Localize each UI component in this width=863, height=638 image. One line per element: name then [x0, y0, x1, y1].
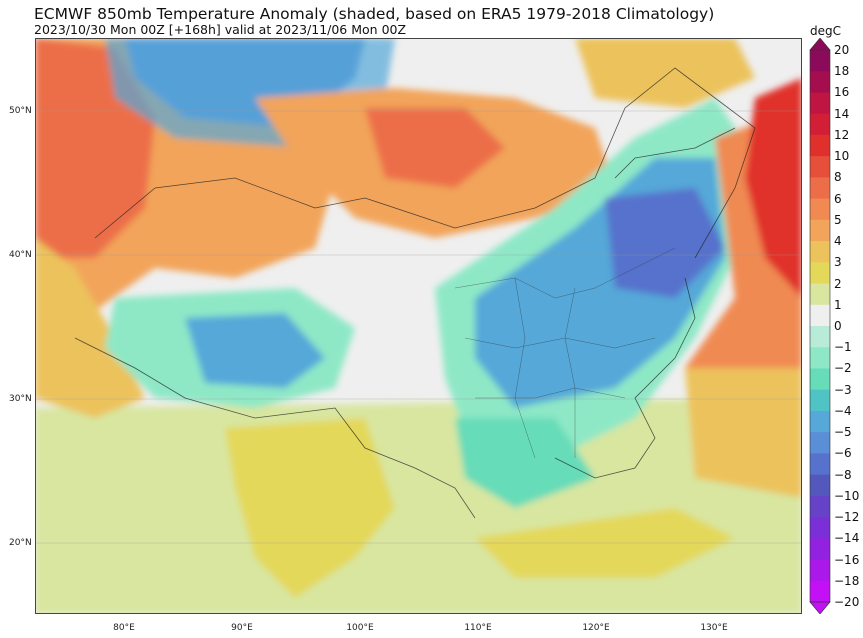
colorbar-swatch — [810, 50, 830, 72]
lat-label-20n: 20°N — [9, 538, 32, 548]
colorbar-swatch — [810, 326, 830, 348]
colorbar-tick-label: −18 — [834, 573, 860, 588]
colorbar-swatch — [810, 453, 830, 476]
province-borders — [454, 247, 676, 459]
lon-label-100e: 100°E — [346, 623, 374, 633]
field-india-yellow — [225, 418, 395, 598]
chart-subtitle: 2023/10/30 Mon 00Z [+168h] valid at 2023… — [34, 22, 407, 37]
colorbar-tick-label: 16 — [834, 85, 850, 100]
colorbar-frame — [809, 49, 831, 603]
colorbar-swatch — [810, 432, 830, 454]
colorbar-swatch — [810, 71, 830, 93]
lon-label-130e: 130°E — [700, 623, 728, 633]
colorbar-swatch — [810, 559, 830, 582]
country-borders — [74, 67, 756, 519]
field-japan-core — [745, 78, 802, 298]
colorbar-tick-label: −10 — [834, 488, 860, 503]
field-north-china-core — [605, 188, 725, 298]
colorbar-tick-label: −5 — [834, 425, 852, 440]
field-west-edge — [35, 238, 145, 418]
field-northeast-yellow — [575, 38, 755, 108]
colorbar-swatch — [810, 368, 830, 391]
colorbar-swatch — [810, 219, 830, 242]
colorbar-swatch — [810, 410, 830, 433]
colorbar-tick-label: 0 — [834, 319, 842, 333]
colorbar-arrow-bottom — [809, 601, 831, 614]
colorbar-swatch — [810, 304, 830, 327]
colorbar-tick-label: −4 — [834, 403, 852, 418]
colorbar-swatch — [810, 495, 830, 518]
lat-label-30n: 30°N — [9, 394, 32, 404]
lon-label-80e: 80°E — [113, 623, 135, 633]
colorbar-swatch — [810, 474, 830, 497]
colorbar-tick-label: −12 — [834, 510, 860, 525]
colorbar-tick-label: −14 — [834, 531, 860, 546]
lon-label-120e: 120°E — [582, 623, 610, 633]
colorbar — [809, 38, 831, 614]
graticule — [35, 110, 802, 544]
lon-label-90e: 90°E — [231, 623, 253, 633]
colorbar-tick-label: 5 — [834, 212, 842, 227]
colorbar-swatch — [810, 241, 830, 263]
colorbar-tick-label: 1 — [834, 297, 842, 312]
colorbar-swatch — [810, 113, 830, 136]
colorbar-tick-label: −6 — [834, 446, 852, 461]
colorbar-tick-label: 18 — [834, 64, 850, 79]
colorbar-tick-label: 3 — [834, 255, 842, 270]
colorbar-swatch — [810, 262, 830, 285]
colorbar-swatch — [810, 389, 830, 412]
colorbar-tick-label: 2 — [834, 276, 842, 291]
map-frame — [35, 38, 802, 614]
field-south-pale — [35, 398, 802, 614]
colorbar-swatch — [810, 517, 830, 539]
colorbar-tick-label: −8 — [834, 467, 852, 482]
colorbar-swatch — [810, 283, 830, 306]
colorbar-tick-label: 4 — [834, 234, 842, 249]
colorbar-swatch — [810, 156, 830, 178]
colorbar-tick-label: 6 — [834, 191, 842, 206]
colorbar-arrow-top — [809, 38, 831, 51]
colorbar-tick-label: 14 — [834, 106, 850, 121]
field-mongolia-core — [365, 108, 505, 188]
colorbar-tick-label: 12 — [834, 127, 850, 142]
colorbar-tick-label: −20 — [834, 595, 860, 609]
colorbar-swatch — [810, 92, 830, 115]
colorbar-tick-label: −1 — [834, 340, 852, 355]
colorbar-tick-label: 8 — [834, 170, 842, 185]
field-tibet-cold — [185, 313, 325, 388]
colorbar-swatch — [810, 198, 830, 221]
lat-label-50n: 50°N — [9, 106, 32, 116]
colorbar-unit: degC — [810, 24, 841, 38]
chart-title: ECMWF 850mb Temperature Anomaly (shaded,… — [34, 5, 715, 23]
colorbar-swatch — [810, 538, 830, 561]
colorbar-swatch — [810, 177, 830, 200]
colorbar-swatch — [810, 347, 830, 369]
colorbar-tick-label: −2 — [834, 361, 852, 376]
colorbar-tick-label: 20 — [834, 43, 850, 57]
field-east-sea-yellow — [685, 368, 802, 498]
colorbar-swatch — [810, 134, 830, 157]
anomaly-map — [35, 38, 802, 614]
colorbar-tick-label: −16 — [834, 552, 860, 567]
colorbar-swatch — [810, 580, 830, 603]
lat-label-40n: 40°N — [9, 250, 32, 260]
lon-label-110e: 110°E — [464, 623, 492, 633]
colorbar-tick-label: −3 — [834, 382, 852, 397]
field-south-china-teal — [455, 418, 595, 508]
colorbar-tick-label: 10 — [834, 149, 850, 164]
